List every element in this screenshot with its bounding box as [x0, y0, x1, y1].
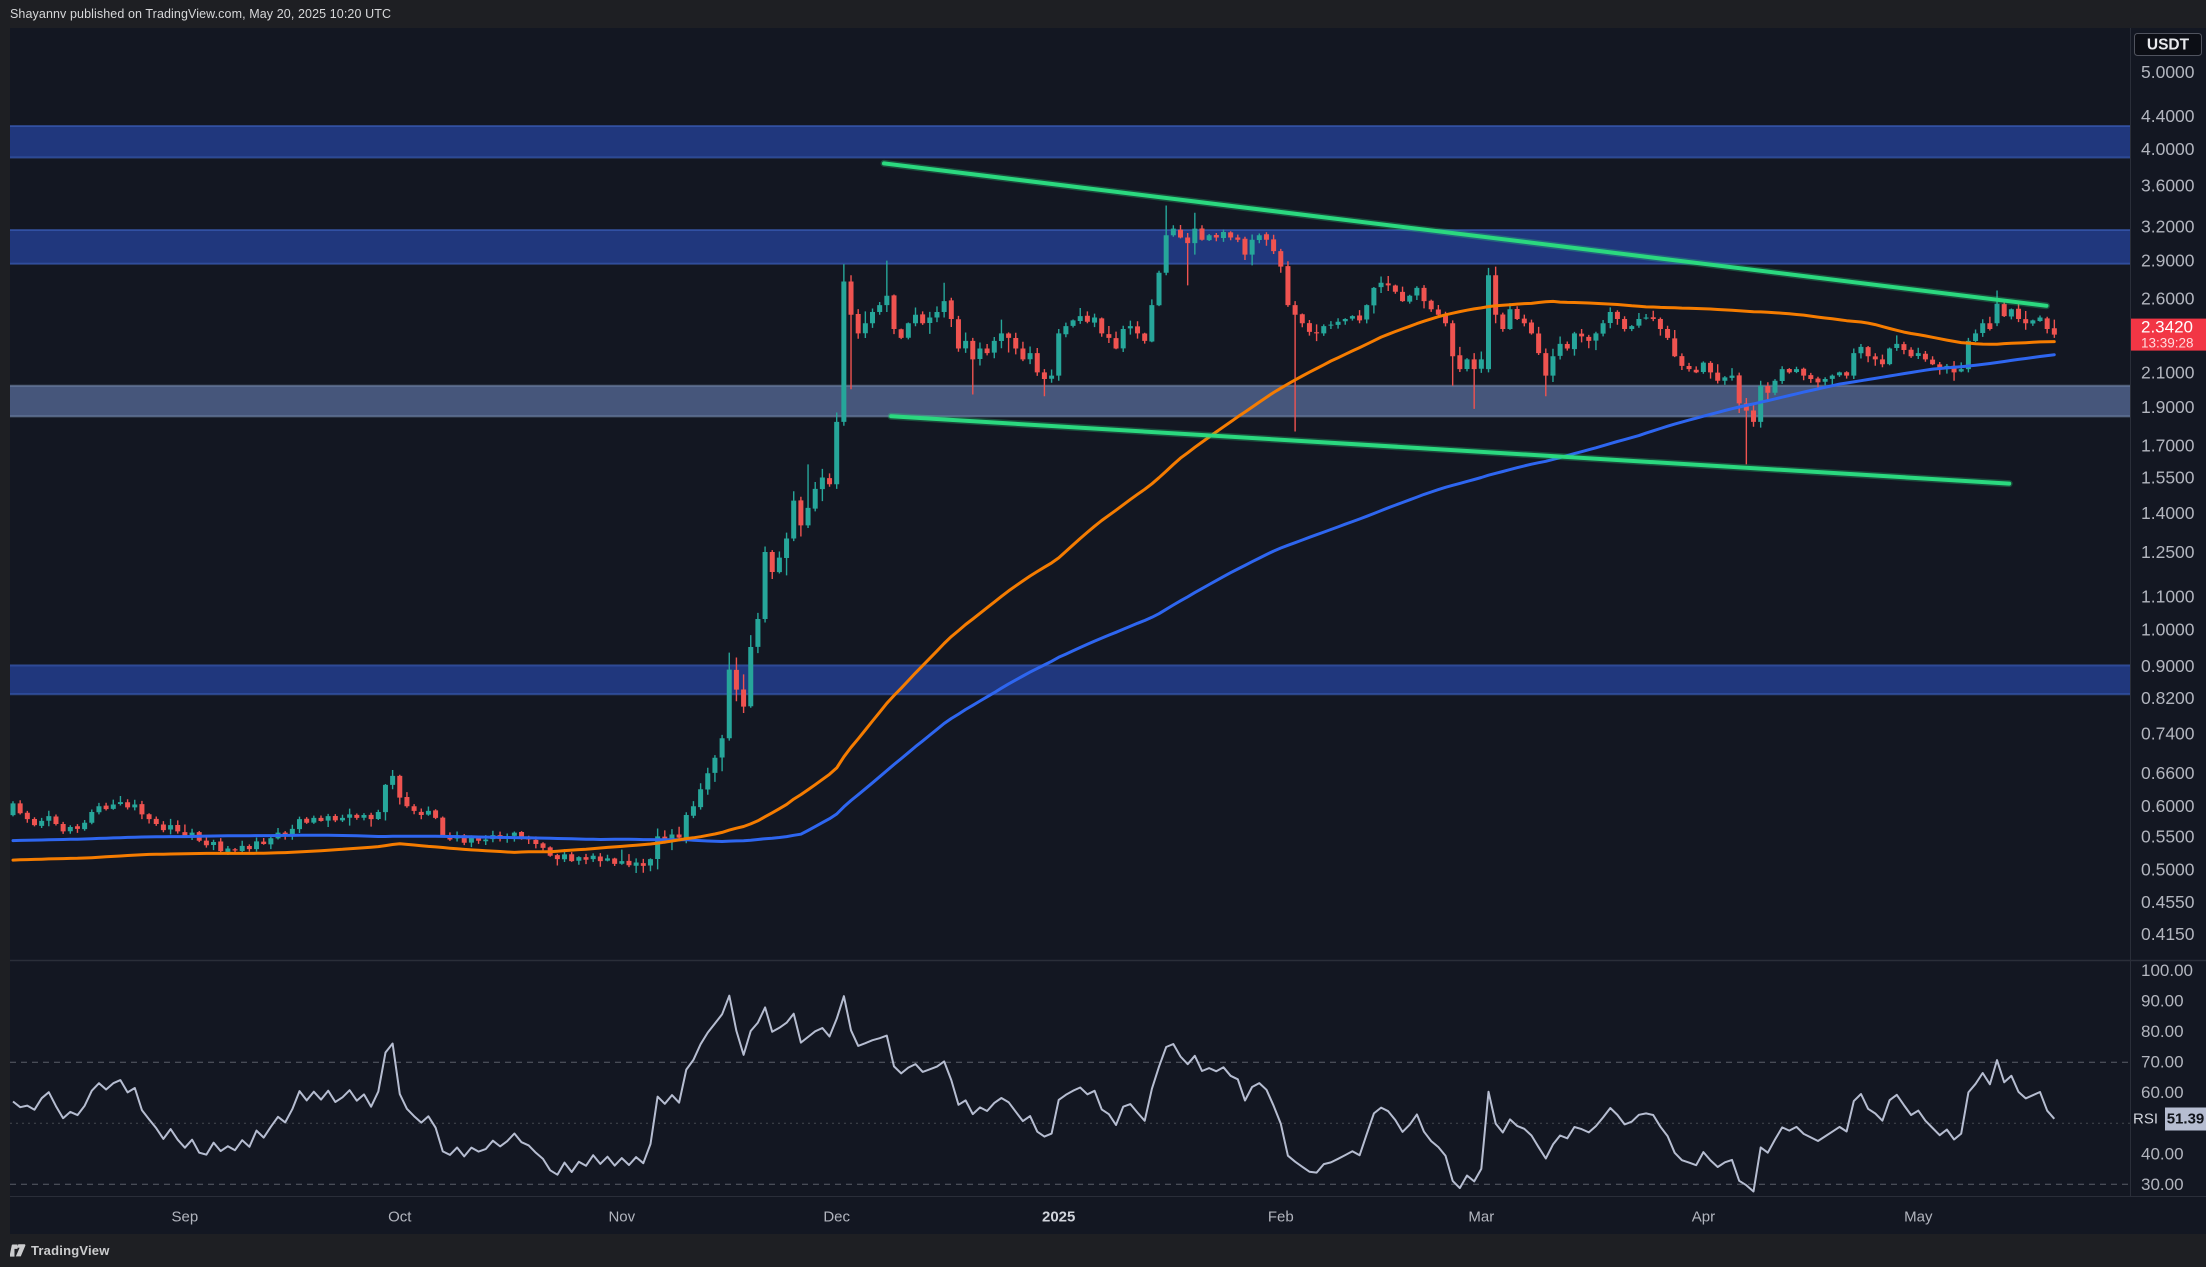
time-axis-label: May	[1904, 1209, 1933, 1226]
pane-dividers	[10, 28, 2206, 1197]
price-tick-label: 3.6000	[2141, 176, 2195, 196]
time-axis-label: 2025	[1042, 1209, 1075, 1226]
price-tick-label: 0.5500	[2141, 826, 2195, 846]
price-tick-label: 1.9000	[2141, 397, 2195, 417]
countdown-text: 13:39:28	[2141, 336, 2194, 351]
price-tick-label: 4.4000	[2141, 106, 2195, 126]
time-axis[interactable]: Sep Oct Nov Dec 2025 Feb Mar Apr May	[172, 1209, 1933, 1226]
ma-fast-line	[11, 299, 2056, 862]
price-tick-label: 0.9000	[2141, 656, 2195, 676]
tradingview-logo-link[interactable]: TradingView	[0, 1243, 110, 1258]
price-tick-label: 2.9000	[2141, 251, 2195, 271]
rsi-tick-label: 40.00	[2141, 1144, 2184, 1163]
price-tick-label: 1.0000	[2141, 619, 2195, 639]
price-tick-label: 1.5500	[2141, 468, 2195, 488]
trendline[interactable]	[882, 161, 2049, 308]
price-tick-label: 3.2000	[2141, 217, 2195, 237]
last-price-label-box	[2131, 318, 2206, 351]
price-axis[interactable]: 5.0000 4.4000 4.0000 3.6000 3.2000 2.9000 2.60…	[2141, 62, 2195, 1194]
footer-bar: TradingView	[0, 1234, 2206, 1267]
currency-badge-box	[2134, 33, 2202, 56]
rsi-line	[12, 994, 2056, 1193]
price-tick-label: 1.2500	[2141, 542, 2195, 562]
rsi-tick-label: 60.00	[2141, 1083, 2184, 1102]
time-axis-label: Sep	[172, 1209, 199, 1226]
price-tick-label: 1.1000	[2141, 586, 2195, 606]
header-bar: Shayannv published on TradingView.com, M…	[0, 0, 2206, 28]
rsi-value-text: 51.39	[2167, 1111, 2205, 1128]
currency-badge-text: USDT	[2147, 37, 2190, 54]
trendlines-layer	[880, 159, 2050, 488]
price-band[interactable]	[10, 230, 2130, 264]
last-price-value: 2.3420	[2141, 318, 2193, 337]
currency-badge[interactable]: USDT	[2134, 33, 2202, 56]
rsi-value-label: RSI 51.39	[2133, 1107, 2206, 1131]
price-tick-label: 2.6000	[2141, 288, 2195, 308]
price-tick-label: 0.7400	[2141, 724, 2195, 744]
price-tick-label: 1.7000	[2141, 436, 2195, 456]
rsi-tick-label: 70.00	[2141, 1053, 2184, 1072]
rsi-value-box	[2165, 1107, 2206, 1131]
time-axis-label: Mar	[1468, 1209, 1494, 1226]
rsi-tick-label: 30.00	[2141, 1175, 2184, 1194]
ma-slow-line	[11, 353, 2056, 843]
rsi-tick-label: 100.00	[2141, 961, 2193, 980]
moving-averages-layer	[11, 299, 2056, 862]
time-axis-label: Dec	[823, 1209, 850, 1226]
rsi-pane-layer	[10, 994, 2130, 1193]
down-candle-bodies	[17, 228, 2057, 866]
down-candle-wicks	[19, 224, 2056, 873]
chart-area[interactable]: 5.0000 4.4000 4.0000 3.6000 3.2000 2.9000 2.60…	[0, 28, 2206, 1239]
rsi-tick-label: 80.00	[2141, 1022, 2184, 1041]
price-tick-label: 0.6000	[2141, 796, 2195, 816]
attribution-text: Shayannv published on TradingView.com, M…	[10, 7, 392, 21]
price-tick-label: 5.0000	[2141, 62, 2195, 82]
price-tick-label: 4.0000	[2141, 139, 2195, 159]
price-tick-label: 0.4150	[2141, 924, 2195, 944]
price-tick-label: 0.6600	[2141, 763, 2195, 783]
time-axis-label: Apr	[1692, 1209, 1715, 1226]
rsi-label-title: RSI	[2133, 1111, 2158, 1128]
price-tick-label: 0.5000	[2141, 859, 2195, 879]
chart-canvas[interactable]: 5.0000 4.4000 4.0000 3.6000 3.2000 2.9000 2.60…	[0, 28, 2206, 1234]
price-tick-label: 0.4550	[2141, 892, 2195, 912]
price-tick-label: 2.1000	[2141, 362, 2195, 382]
tradingview-logo-text: TradingView	[31, 1243, 110, 1258]
time-axis-label: Nov	[608, 1209, 635, 1226]
rsi-tick-label: 90.00	[2141, 992, 2184, 1011]
price-band[interactable]	[10, 665, 2130, 695]
tradingview-logo-icon	[10, 1244, 26, 1257]
chart-background	[10, 28, 2206, 1234]
price-band[interactable]	[10, 126, 2130, 158]
price-tick-label: 0.8200	[2141, 688, 2195, 708]
time-axis-label: Feb	[1268, 1209, 1294, 1226]
time-axis-label: Oct	[388, 1209, 412, 1226]
trendline[interactable]	[889, 414, 2012, 486]
candles-layer	[10, 205, 2057, 874]
price-tick-label: 1.4000	[2141, 503, 2195, 523]
